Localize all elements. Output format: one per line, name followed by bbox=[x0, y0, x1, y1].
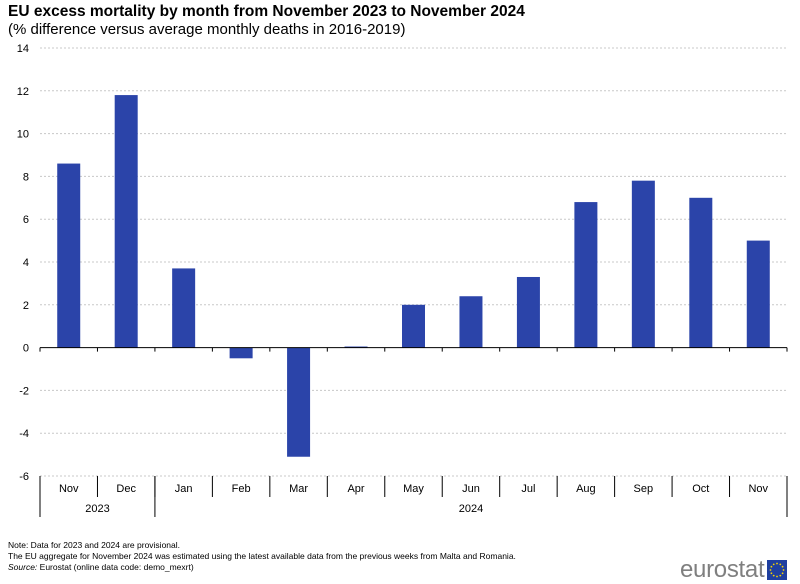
year-group-label: 2024 bbox=[459, 503, 483, 515]
x-tick-label: Feb bbox=[232, 483, 251, 495]
logo-wordmark: eurostat bbox=[680, 556, 765, 583]
bar bbox=[344, 346, 368, 348]
y-tick-label: 4 bbox=[23, 257, 29, 269]
y-tick-label: 6 bbox=[23, 214, 29, 226]
y-tick-label: -6 bbox=[19, 471, 29, 483]
footnotes: Note: Data for 2023 and 2024 are provisi… bbox=[8, 540, 516, 573]
chart-subtitle: (% difference versus average monthly dea… bbox=[8, 21, 406, 38]
eurostat-logo: eurostat bbox=[680, 556, 788, 584]
note-line-2: The EU aggregate for November 2024 was e… bbox=[8, 551, 516, 561]
source-line: Source: Eurostat (online data code: demo… bbox=[8, 562, 516, 573]
note-line-1: Note: Data for 2023 and 2024 are provisi… bbox=[8, 540, 181, 550]
bar bbox=[57, 163, 81, 348]
bar bbox=[229, 347, 253, 359]
source-label: Source: bbox=[8, 562, 38, 572]
bar bbox=[574, 202, 598, 348]
bar bbox=[516, 276, 540, 348]
chart-title: EU excess mortality by month from Novemb… bbox=[8, 3, 525, 20]
x-tick-label: Jun bbox=[462, 483, 480, 495]
x-tick-label: Apr bbox=[347, 483, 364, 495]
bar bbox=[631, 180, 655, 348]
x-tick-label: Jul bbox=[521, 483, 535, 495]
y-tick-label: 10 bbox=[17, 129, 29, 141]
y-tick-label: -2 bbox=[19, 385, 29, 397]
x-tick-label: Nov bbox=[59, 483, 79, 495]
y-tick-label: 12 bbox=[17, 86, 29, 98]
source-text: Eurostat (online data code: demo_mexrt) bbox=[37, 562, 194, 572]
eu-flag-icon bbox=[767, 560, 788, 580]
bar bbox=[114, 95, 138, 348]
x-tick-label: Jan bbox=[175, 483, 193, 495]
y-tick-label: -4 bbox=[19, 428, 29, 440]
x-tick-label: Oct bbox=[692, 483, 709, 495]
x-tick-label: Dec bbox=[116, 483, 136, 495]
y-tick-label: 8 bbox=[23, 171, 29, 183]
bar bbox=[172, 268, 196, 348]
y-tick-label: 0 bbox=[23, 343, 29, 355]
bar-chart: 14 12 10 8 6 4 2 0 -2 -4 -6 Nov Dec Jan Feb Mar Apr May Ju… bbox=[17, 43, 788, 517]
y-tick-label: 14 bbox=[17, 43, 29, 55]
x-tick-label: Nov bbox=[748, 483, 768, 495]
y-tick-label: 2 bbox=[23, 300, 29, 312]
year-group-label: 2023 bbox=[85, 503, 109, 515]
x-tick-label: May bbox=[403, 483, 424, 495]
x-tick-label: Mar bbox=[289, 483, 308, 495]
x-tick-label: Sep bbox=[634, 483, 654, 495]
bar bbox=[459, 296, 483, 348]
bar bbox=[746, 240, 770, 348]
bar bbox=[287, 347, 311, 457]
bar bbox=[402, 304, 425, 348]
bar bbox=[689, 197, 713, 348]
x-tick-label: Aug bbox=[576, 483, 596, 495]
